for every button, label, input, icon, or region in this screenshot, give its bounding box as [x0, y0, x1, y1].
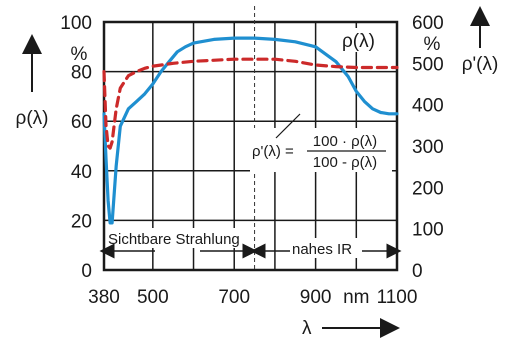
- formula-numerator: 100 · ρ(λ): [313, 133, 377, 150]
- near-ir-annotation: nahes IR: [250, 238, 402, 259]
- x-axis-unit: nm: [343, 287, 369, 308]
- y-left-tick-label: 100: [60, 13, 92, 34]
- left-axis-label: ρ(λ): [16, 108, 49, 129]
- series-line-0: [102, 36, 399, 225]
- y-left-tick-label: 60: [71, 112, 92, 133]
- near-ir-label: nahes IR: [292, 241, 352, 258]
- formula-pointer-line: [275, 113, 301, 139]
- x-tick-label: 500: [137, 287, 169, 308]
- series-layer: [102, 36, 399, 225]
- left-axis-unit: %: [71, 44, 88, 65]
- y-left-tick-label: 20: [71, 211, 92, 232]
- formula-lhs: ρ'(λ) =: [252, 143, 294, 160]
- right-axis-unit: %: [424, 34, 441, 55]
- formula: ρ'(λ) = 100 · ρ(λ) 100 - ρ(λ): [250, 113, 392, 172]
- x-tick-label: 380: [88, 287, 120, 308]
- y-left-tick-label: 40: [71, 162, 92, 183]
- x-axis-label: λ: [302, 318, 312, 339]
- y-right-tick-label: 400: [412, 96, 444, 117]
- y-left-tick-label: 0: [81, 261, 92, 282]
- right-axis-label: ρ'(λ): [462, 54, 499, 75]
- y-right-tick-label: 100: [412, 220, 444, 241]
- visible-region-label: Sichtbare Strahlung: [108, 231, 240, 248]
- y-right-tick-label: 600: [412, 13, 444, 34]
- x-tick-label: 900: [300, 287, 332, 308]
- visible-region-annotation: Sichtbare Strahlung: [99, 228, 258, 259]
- y-right-tick-label: 0: [412, 261, 423, 282]
- rho-series-label: ρ(λ): [342, 31, 375, 52]
- rho-series-annotation: ρ(λ): [338, 28, 394, 52]
- x-tick-label: 700: [218, 287, 250, 308]
- y-right-tick-label: 500: [412, 54, 444, 75]
- formula-denominator: 100 - ρ(λ): [313, 154, 377, 171]
- y-right-tick-label: 200: [412, 178, 444, 199]
- y-right-tick-label: 300: [412, 137, 444, 158]
- tick-labels: 380 500 700 900 1100 nm 0 20 40 60 80 100 0 100 200 300…: [60, 13, 443, 308]
- series-line-1: [102, 57, 399, 150]
- y-left-tick-label: 80: [71, 63, 92, 84]
- x-tick-label: 1100: [377, 287, 418, 308]
